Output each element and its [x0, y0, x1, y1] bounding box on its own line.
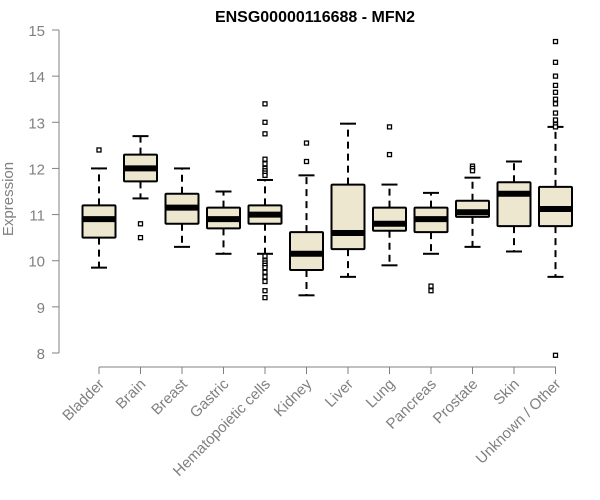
y-tick-label: 15 — [28, 23, 45, 40]
outlier-point — [96, 147, 102, 153]
outlier-point — [303, 140, 310, 146]
box-body — [372, 206, 407, 232]
outlier-point — [137, 221, 144, 227]
box-hematopoietic-cells — [247, 101, 283, 301]
y-tick-label: 10 — [28, 254, 45, 271]
box-liver — [330, 122, 366, 278]
x-tick-label: Brain — [113, 376, 150, 413]
box-lung — [372, 124, 407, 267]
chart-title: ENSG00000116688 - MFN2 — [215, 9, 415, 26]
outlier-point — [552, 73, 559, 79]
outlier-point — [428, 288, 434, 294]
box-breast — [164, 167, 200, 248]
box-body — [330, 183, 366, 251]
outlier-point — [303, 158, 310, 165]
outlier-point — [262, 253, 268, 259]
x-tick-label: Kidney — [271, 375, 316, 420]
boxes-layer — [81, 38, 573, 358]
outlier-point — [262, 131, 268, 137]
outlier-point — [469, 168, 476, 174]
y-tick-label: 11 — [29, 208, 45, 225]
outlier-point — [386, 151, 393, 158]
box-bladder — [81, 147, 117, 269]
y-axis-ticks: 8 9 10 11 12 13 14 15 — [28, 23, 59, 363]
box-body — [496, 181, 532, 228]
box-kidney — [289, 140, 324, 297]
outlier-point — [552, 38, 559, 45]
outlier-point — [137, 234, 144, 241]
outlier-point — [262, 101, 268, 107]
outlier-point — [552, 59, 559, 65]
box-pancreas — [413, 191, 449, 294]
outlier-point — [552, 352, 559, 358]
x-tick-label: Lung — [363, 376, 399, 412]
x-tick-label: Liver — [322, 376, 357, 411]
y-tick-label: 12 — [28, 161, 45, 178]
outlier-point — [262, 288, 268, 294]
box-skin — [496, 160, 532, 253]
box-gastric — [206, 190, 241, 255]
y-axis-label: Expression — [0, 162, 17, 236]
outlier-point — [552, 82, 559, 89]
x-tick-label: Prostate — [430, 376, 482, 428]
outlier-point — [552, 89, 559, 95]
outlier-point — [552, 101, 559, 107]
x-tick-label: Skin — [490, 376, 523, 409]
x-tick-label: Bladder — [59, 376, 108, 425]
outlier-point — [262, 294, 268, 301]
outlier-point — [262, 119, 268, 125]
y-tick-label: 14 — [28, 69, 45, 86]
y-tick-label: 8 — [37, 346, 45, 363]
outlier-point — [552, 124, 559, 130]
outlier-point — [262, 269, 268, 275]
box-brain — [123, 135, 158, 241]
outlier-point — [262, 264, 268, 271]
outlier-point — [262, 156, 268, 162]
y-tick-label: 9 — [37, 300, 45, 317]
outlier-point — [386, 124, 393, 130]
outlier-point — [552, 117, 559, 123]
box-prostate — [455, 163, 490, 248]
outlier-point — [552, 96, 559, 102]
outlier-point — [262, 278, 268, 285]
outlier-point — [262, 161, 268, 167]
y-tick-label: 13 — [28, 115, 45, 132]
outlier-point — [552, 110, 559, 116]
outlier-point — [262, 172, 268, 179]
x-tick-label: Breast — [148, 375, 191, 418]
outlier-point — [428, 283, 434, 289]
box-unknown-other — [538, 38, 573, 358]
outlier-point — [262, 274, 268, 280]
